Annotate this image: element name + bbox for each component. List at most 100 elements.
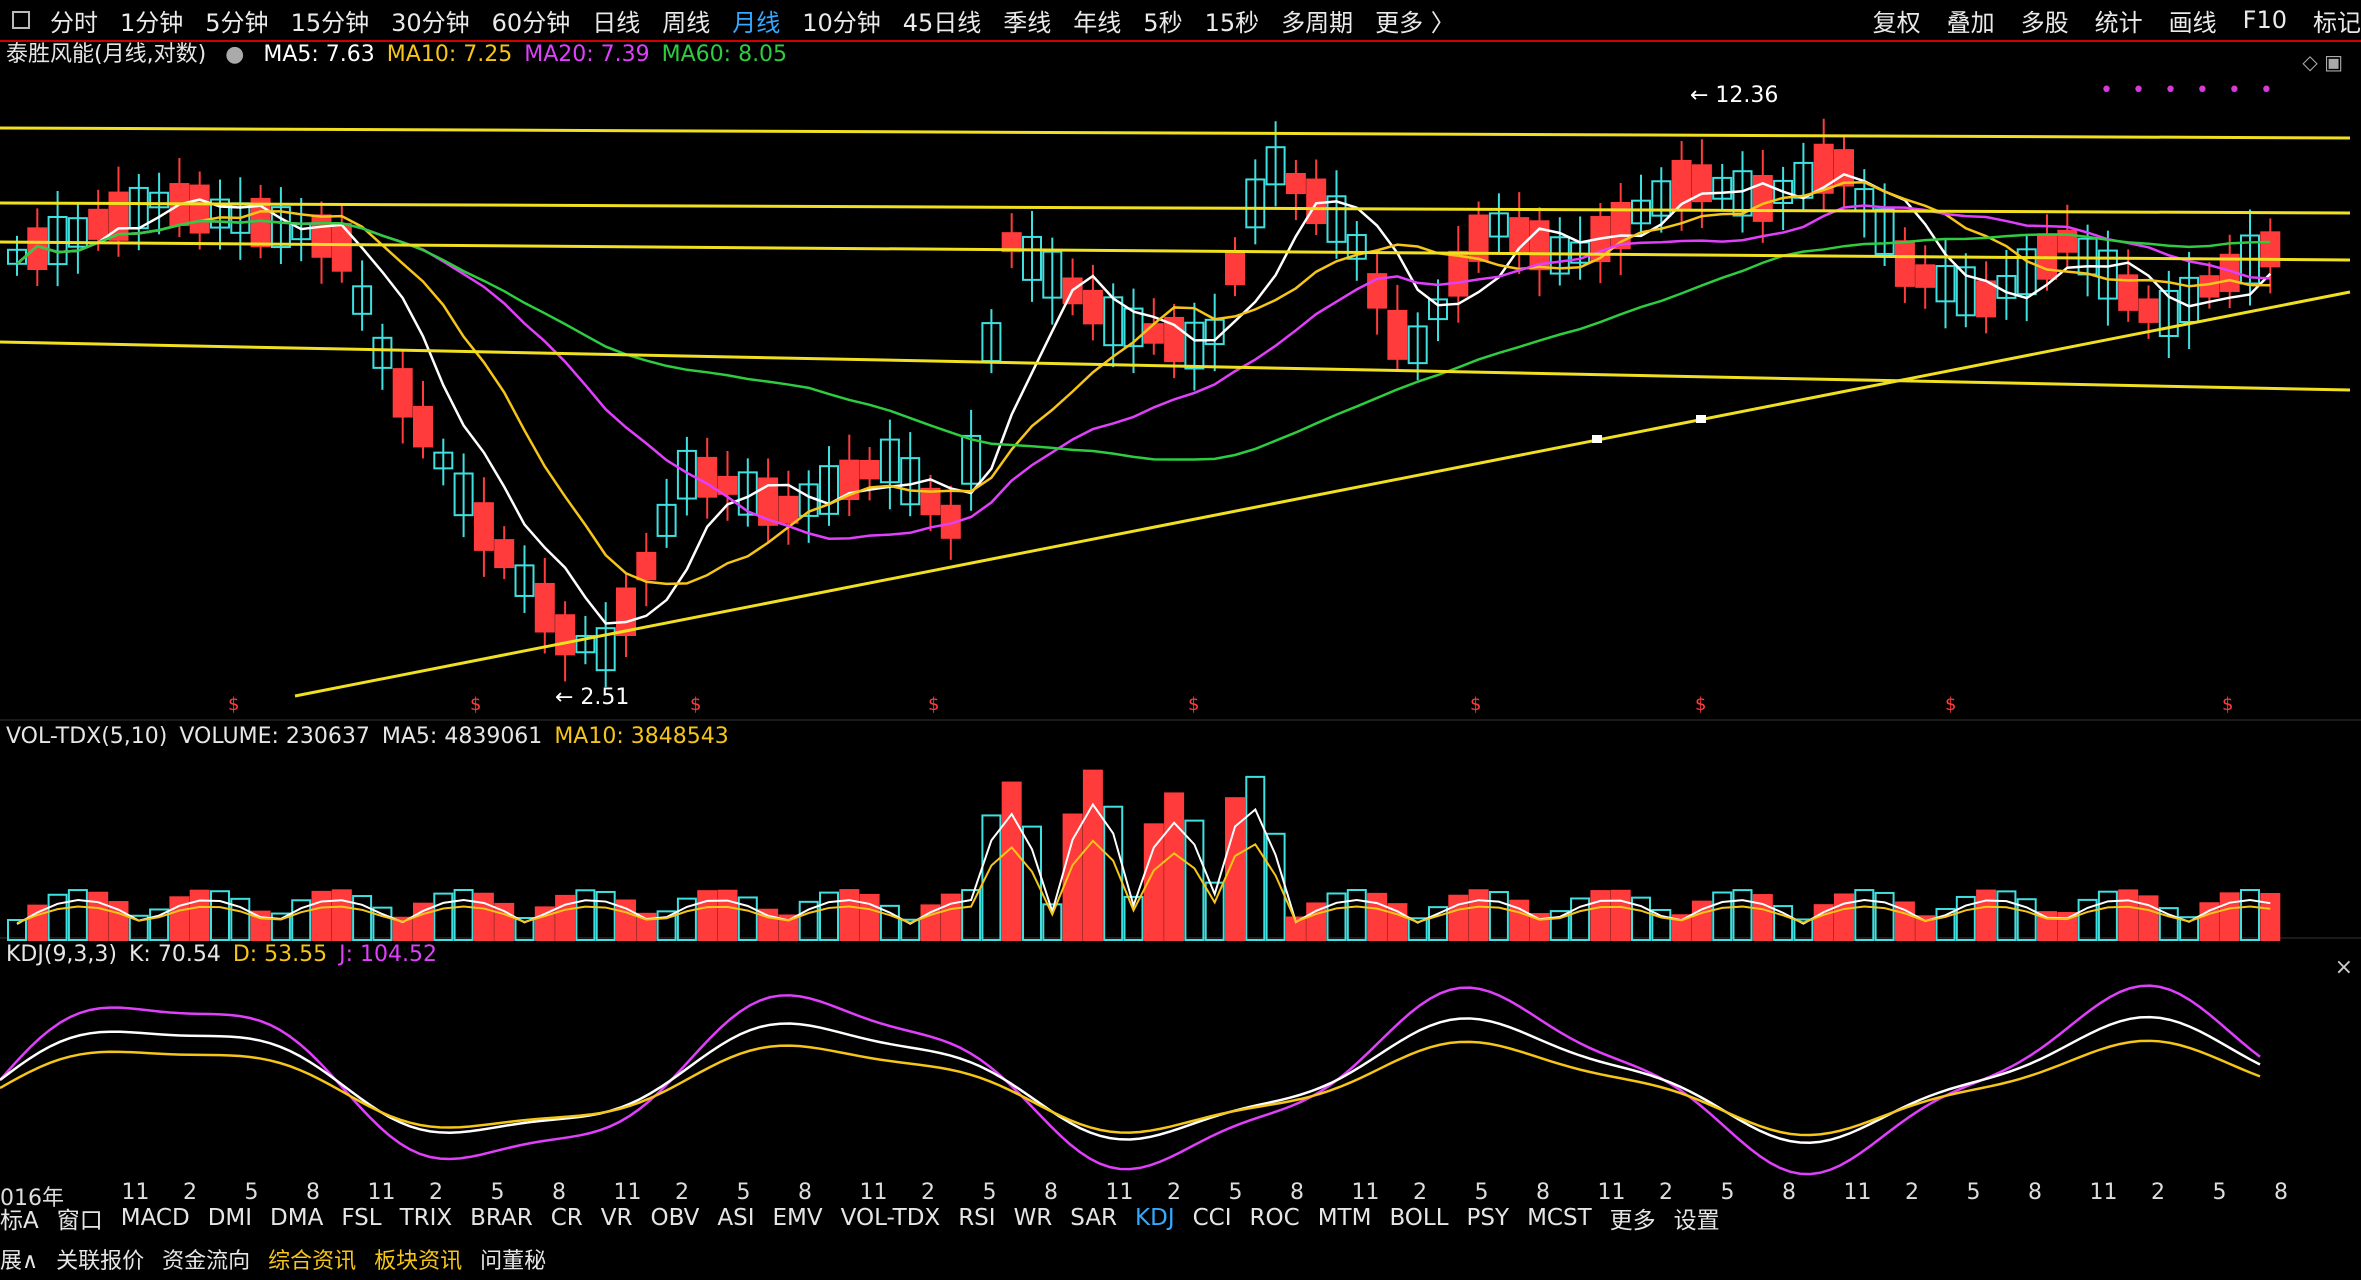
volume-bar-85 [1732,889,1753,942]
indicator-18[interactable]: CCI [1192,1205,1232,1231]
bottom-tab-5[interactable]: 问董秘 [480,1249,547,1274]
indicator-16[interactable]: SAR [1070,1205,1118,1231]
candle-body-30 [616,587,636,637]
indicator-8[interactable]: CR [550,1205,583,1231]
timeframe-1[interactable]: 1分钟 [120,8,184,37]
candle-body-89 [1813,143,1834,194]
indicator-10[interactable]: OBV [650,1205,700,1231]
timeframe-12[interactable]: 年线 [1073,8,1122,37]
indicator-19[interactable]: ROC [1249,1205,1300,1231]
indicator-14[interactable]: RSI [958,1205,996,1231]
indicator-3[interactable]: DMI [207,1205,253,1231]
window-icon[interactable] [12,11,30,29]
indicator-5[interactable]: FSL [341,1205,382,1231]
timeframe-7[interactable]: 周线 [662,8,711,37]
tool-6[interactable]: 标记 [2313,8,2361,37]
x-label-10: 2 [675,1180,689,1205]
timeframe-13[interactable]: 5秒 [1143,8,1183,37]
kdj-k-line [0,1015,2261,1144]
timeframe-14[interactable]: 15秒 [1204,8,1260,37]
panel-toggle-icon[interactable]: ◇ ▣ [2302,50,2343,74]
timeframe-9[interactable]: 10分钟 [802,8,881,37]
x-label-1: 11 [121,1180,150,1205]
volume-bar-82 [1671,914,1692,942]
timeframe-11[interactable]: 季线 [1003,8,1052,37]
volume-bar-94 [1915,915,1936,941]
timeframe-10[interactable]: 45日线 [902,8,982,37]
timeframe-15[interactable]: 多周期 [1281,8,1354,37]
volume-bar-70 [1428,906,1448,942]
x-label-36: 8 [2274,1180,2288,1205]
timeframe-4[interactable]: 30分钟 [391,8,470,37]
vol-legend-3: MA10: 3848543 [554,724,729,749]
chart-canvas[interactable]: ← 12.36 ← 2.51 $ $ $ $ $ $ $ $ $ [0,40,2361,1180]
volume-bar-95 [1935,907,1956,941]
indicator-6[interactable]: TRIX [399,1205,453,1231]
candle-body-32 [656,503,677,537]
volume-bar-84 [1712,891,1733,941]
more-dots-icon[interactable]: • • • • • • [2100,78,2279,103]
indicator-22[interactable]: PSY [1466,1205,1510,1231]
indicator-0[interactable]: 标A [0,1208,39,1234]
volume-bar-51 [1042,903,1063,941]
tool-3[interactable]: 统计 [2094,8,2143,37]
close-icon[interactable]: × [2334,955,2353,980]
candle-body-53 [1082,289,1103,325]
candle-body-85 [1732,170,1753,217]
timeframe-2[interactable]: 5分钟 [205,8,269,37]
indicator-1[interactable]: 窗口 [56,1208,103,1234]
kdj-legend-0: KDJ(9,3,3) [6,942,117,967]
timeframe-6[interactable]: 日线 [592,8,641,37]
bottom-tab-1[interactable]: 关联报价 [56,1249,145,1274]
candle-body-22 [453,472,474,517]
indicator-17[interactable]: KDJ [1135,1205,1175,1231]
bottom-tab-4[interactable]: 板块资讯 [374,1249,463,1274]
candle-body-23 [473,502,494,551]
indicator-21[interactable]: BOLL [1389,1205,1449,1231]
tool-1[interactable]: 叠加 [1946,8,1995,37]
indicator-2[interactable]: MACD [120,1205,190,1231]
timeframe-16[interactable]: 更多 〉 [1375,8,1455,37]
indicator-7[interactable]: BRAR [470,1205,533,1231]
indicator-15[interactable]: WR [1013,1205,1053,1231]
indicator-4[interactable]: DMA [270,1205,324,1231]
bottom-tab-0[interactable]: 展∧ [0,1249,39,1274]
candle-body-50 [1022,235,1042,281]
candle-body-41 [839,459,860,501]
candle-body-37 [758,477,779,526]
volume-bar-86 [1752,894,1773,941]
x-label-7: 5 [490,1180,505,1205]
candle-body-15 [311,214,332,258]
indicator-24[interactable]: 更多 [1609,1208,1656,1234]
tool-0[interactable]: 复权 [1872,8,1921,37]
indicator-23[interactable]: MCST [1527,1205,1592,1231]
tool-4[interactable]: 画线 [2168,8,2217,37]
indicator-25[interactable]: 设置 [1673,1208,1720,1234]
kdj-j-line [0,984,2261,1176]
tool-2[interactable]: 多股 [2020,8,2069,37]
candle-body-80 [1631,199,1651,225]
timeframe-3[interactable]: 15分钟 [290,8,370,37]
x-label-22: 2 [1413,1180,1427,1205]
timeframe-0[interactable]: 分时 [50,8,98,37]
candle-body-2 [47,216,68,266]
indicator-12[interactable]: EMV [772,1205,823,1231]
indicator-13[interactable]: VOL-TDX [840,1205,941,1231]
x-label-4: 8 [306,1180,320,1205]
timeframe-8[interactable]: 月线 [732,8,781,37]
bottom-tab-3[interactable]: 综合资讯 [268,1249,357,1274]
bottom-tab-2[interactable]: 资金流向 [162,1249,251,1274]
candle-body-61 [1245,178,1266,229]
event-marker-6: $ [1695,694,1706,715]
indicator-9[interactable]: VR [600,1205,633,1231]
indicator-20[interactable]: MTM [1317,1205,1372,1231]
candle-body-38 [778,495,799,524]
timeframe-5[interactable]: 60分钟 [491,8,571,37]
volume-bar-103 [2097,890,2118,941]
volume-bar-41 [839,889,860,941]
indicator-11[interactable]: ASI [717,1205,755,1231]
x-label-9: 11 [613,1180,642,1205]
volume-bar-97 [1976,889,1997,942]
x-label-33: 11 [2089,1180,2118,1205]
tool-5[interactable]: F10 [2242,6,2287,34]
